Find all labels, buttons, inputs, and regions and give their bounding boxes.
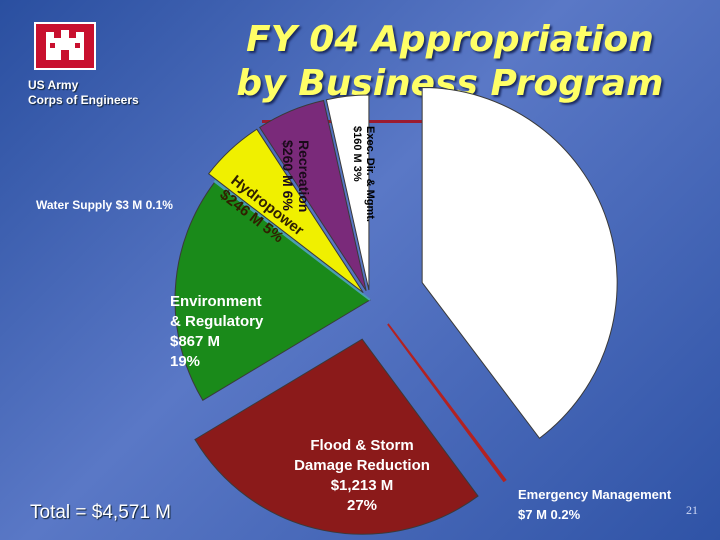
pie-slice-exec-dir (325, 94, 370, 291)
slice-label-line: $7 M 0.2% (518, 507, 581, 522)
pie-slice-emergency-management (387, 323, 507, 483)
slice-label-line: Environment (170, 293, 262, 310)
slice-label-line: Flood & Storm (310, 437, 414, 454)
page-number: 21 (686, 503, 698, 517)
slice-label-line: Navigation (452, 236, 539, 255)
slice-label-emergency-management: Emergency Management $7 M 0.2% (518, 485, 671, 525)
title-line-1: FY 04 Appropriation (246, 19, 654, 60)
slice-label-exec-dir: Exec. Dir. & Mgmt. $160 M 3% (350, 126, 376, 222)
slice-label-line: $1,816 M (452, 261, 523, 280)
org-line-1: US Army (28, 78, 79, 92)
slice-label-line: 27% (346, 497, 378, 514)
slice-label-flood-storm: Flood & Storm Damage Reduction $1,213 M 27% (262, 436, 462, 516)
slice-label-line: Exec. Dir. & Mgmt. (364, 126, 376, 222)
pie-slice-water-supply (213, 179, 371, 301)
slice-label-line: $1,213 M (330, 477, 394, 494)
pie-slice-navigation (421, 87, 618, 439)
pie-slice-recreation (259, 99, 367, 292)
pie-slices (174, 87, 618, 535)
slice-label-line: $160 M 3% (351, 126, 363, 182)
slice-label-line: 40% (452, 286, 487, 305)
slice-label-line: & Regulatory (170, 313, 264, 330)
slice-label-recreation: Recreation $260 M 6% (280, 140, 312, 212)
slice-label-line: Damage Reduction (294, 457, 430, 474)
corps-logo-block: US Army Corps of Engineers (28, 22, 178, 108)
slice-label-line: Emergency Management (518, 487, 672, 502)
slice-label-line: Recreation (296, 140, 312, 213)
castle-logo-icon (34, 22, 96, 70)
slice-label-line: $260 M 6% (280, 140, 296, 211)
pie-slice-environment (174, 181, 371, 401)
pie-slice-flood-storm (194, 338, 479, 535)
pie-slice-hydropower (207, 128, 364, 294)
title-underline (262, 120, 480, 123)
slice-label-environment: Environment & Regulatory $867 M 19% (170, 292, 263, 372)
org-name: US Army Corps of Engineers (28, 78, 178, 108)
slice-label-line: $867 M (170, 333, 221, 350)
slice-label-line: 19% (170, 353, 201, 370)
slice-label-navigation: Navigation $1,816 M 40% (452, 233, 539, 308)
org-line-2: Corps of Engineers (28, 93, 139, 107)
slice-label-line: Water Supply $3 M 0.1% (36, 198, 173, 212)
slice-label-water-supply: Water Supply $3 M 0.1% (36, 197, 173, 213)
total-label: Total = $4,571 M (30, 502, 172, 523)
